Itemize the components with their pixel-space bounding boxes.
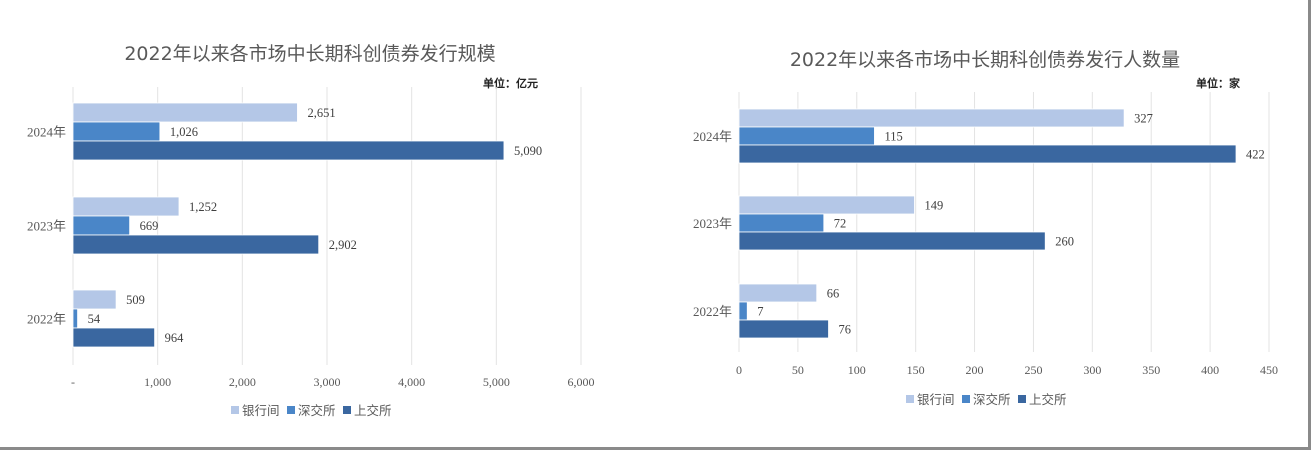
data-label: 5,090 bbox=[514, 144, 542, 158]
x-tick-label: 50 bbox=[792, 363, 804, 377]
bar bbox=[72, 327, 156, 348]
bar bbox=[72, 140, 505, 161]
x-tick-label: 400 bbox=[1201, 363, 1219, 377]
x-tick-label: 0 bbox=[736, 363, 742, 377]
legend-label: 上交所 bbox=[354, 403, 392, 418]
legend-swatch bbox=[343, 406, 351, 414]
x-tick-label: 5,000 bbox=[483, 375, 510, 389]
category-label: 2024年 bbox=[693, 129, 732, 144]
data-label: 964 bbox=[165, 331, 185, 345]
data-label: 2,902 bbox=[329, 238, 357, 252]
x-tick-label: 100 bbox=[848, 363, 866, 377]
data-label: 7 bbox=[757, 305, 763, 319]
bar bbox=[72, 196, 180, 217]
legend-label: 上交所 bbox=[1029, 392, 1067, 407]
bar bbox=[738, 195, 915, 215]
x-tick-label: 300 bbox=[1083, 363, 1101, 377]
x-tick-label: 4,000 bbox=[398, 375, 425, 389]
data-label: 1,026 bbox=[170, 125, 198, 139]
legend-swatch bbox=[906, 395, 914, 403]
chart-title: 2022年以来各市场中长期科创债券发行规模 bbox=[124, 43, 495, 65]
legend-label: 深交所 bbox=[973, 392, 1011, 407]
data-label: 66 bbox=[827, 287, 840, 301]
data-label: 422 bbox=[1246, 148, 1265, 162]
x-tick-label: 200 bbox=[966, 363, 984, 377]
legend-swatch bbox=[1018, 395, 1026, 403]
data-label: 149 bbox=[924, 199, 943, 213]
category-label: 2023年 bbox=[27, 219, 66, 234]
bar bbox=[738, 126, 875, 146]
x-tick-label: 450 bbox=[1260, 363, 1278, 377]
x-tick-label: - bbox=[71, 375, 75, 389]
x-tick-label: 1,000 bbox=[144, 375, 171, 389]
x-tick-label: 350 bbox=[1142, 363, 1160, 377]
bar bbox=[738, 283, 818, 303]
legend-swatch bbox=[287, 406, 295, 414]
x-tick-label: 6,000 bbox=[568, 375, 595, 389]
category-label: 2023年 bbox=[693, 216, 732, 231]
data-label: 2,651 bbox=[307, 106, 335, 120]
chart-title: 2022年以来各市场中长期科创债券发行人数量 bbox=[790, 49, 1180, 71]
x-tick-label: 150 bbox=[907, 363, 925, 377]
x-tick-label: 3,000 bbox=[314, 375, 341, 389]
data-label: 54 bbox=[88, 312, 101, 326]
category-label: 2022年 bbox=[27, 312, 66, 327]
bar bbox=[738, 213, 825, 233]
data-label: 260 bbox=[1055, 235, 1074, 249]
category-label: 2024年 bbox=[27, 125, 66, 140]
bar bbox=[738, 301, 748, 321]
unit-label: 单位：家 bbox=[1196, 76, 1241, 90]
bar bbox=[72, 121, 161, 142]
data-label: 509 bbox=[126, 293, 145, 307]
legend-label: 银行间 bbox=[242, 403, 280, 418]
bar bbox=[72, 308, 78, 329]
x-tick-label: 250 bbox=[1024, 363, 1042, 377]
category-label: 2022年 bbox=[693, 304, 732, 319]
bar bbox=[738, 319, 829, 339]
legend-swatch bbox=[962, 395, 970, 403]
bar bbox=[72, 102, 298, 123]
unit-label: 单位：亿元 bbox=[483, 76, 538, 90]
bar bbox=[72, 289, 117, 310]
data-label: 669 bbox=[140, 219, 159, 233]
legend-label: 深交所 bbox=[298, 403, 336, 418]
bar bbox=[738, 108, 1125, 128]
data-label: 72 bbox=[834, 217, 847, 231]
bar bbox=[72, 215, 131, 236]
bar bbox=[738, 231, 1046, 251]
x-tick-label: 2,000 bbox=[229, 375, 256, 389]
legend-label: 银行间 bbox=[917, 392, 955, 407]
bar bbox=[72, 234, 320, 255]
data-label: 115 bbox=[884, 130, 902, 144]
bar bbox=[738, 144, 1237, 164]
data-label: 1,252 bbox=[189, 200, 217, 214]
legend-swatch bbox=[231, 406, 239, 414]
data-label: 76 bbox=[839, 323, 852, 337]
data-label: 327 bbox=[1134, 112, 1153, 126]
